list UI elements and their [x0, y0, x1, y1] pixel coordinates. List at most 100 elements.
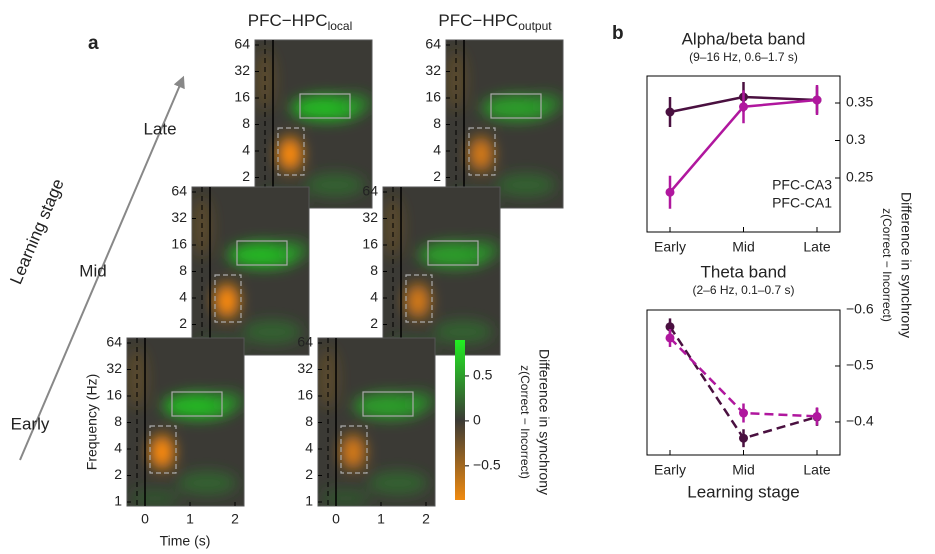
data-point [666, 188, 675, 197]
y-tick-label: −0.6 [846, 301, 874, 317]
x-tick-label: Early [654, 462, 686, 478]
data-point [739, 102, 748, 111]
y-tick-label: 64 [234, 36, 250, 52]
colorbar [455, 340, 465, 500]
x-tick-label: Late [803, 462, 830, 478]
y-tick-label: 32 [106, 360, 122, 376]
title-main: PFC−HPC [438, 11, 518, 30]
y-tick-label: 64 [171, 183, 187, 199]
y-tick-label: 16 [171, 236, 187, 252]
panel-label: b [612, 23, 624, 44]
blob [400, 391, 436, 411]
legend-entry: PFC-CA3 [772, 177, 832, 193]
x-tick-label: Late [803, 239, 830, 255]
y-tick-label: 4 [242, 142, 250, 158]
y-tick-label: 16 [425, 89, 441, 105]
colorbar-sublabel: z(Correct − Incorrect) [518, 365, 532, 479]
y-tick-label: 16 [106, 387, 122, 403]
blob [528, 93, 564, 113]
x-tick-label: 2 [231, 511, 239, 527]
x-tick-label: Mid [732, 462, 755, 478]
panel-label: a [88, 33, 99, 54]
y-tick-label: 32 [234, 62, 250, 78]
x-tick-label: 0 [141, 511, 149, 527]
blob [469, 137, 493, 171]
x-tick-label: 1 [377, 511, 385, 527]
blob [496, 173, 556, 197]
colorbar-tick-label: 0 [473, 412, 481, 428]
chart-title: Theta band [700, 262, 786, 281]
stage-label: Mid [79, 261, 106, 280]
y-tick-label: 4 [114, 440, 122, 456]
blob [278, 137, 302, 171]
x-tick-label: 1 [186, 511, 194, 527]
y-tick-label: 8 [179, 262, 187, 278]
heatmap-title: PFC−HPCoutput [438, 11, 552, 33]
figure: a b PFC−HPClocal PFC−HPCoutput Learning … [0, 0, 935, 554]
y-tick-label: 16 [362, 236, 378, 252]
heatmap: 1248163264 [234, 36, 373, 211]
data-point [666, 333, 675, 342]
page: a b PFC−HPClocal PFC−HPCoutput Learning … [0, 0, 935, 554]
y-tick-label: 2 [305, 466, 313, 482]
y-tick-label: 64 [297, 334, 313, 350]
y-tick-label: 2 [370, 315, 378, 331]
y-tick-label: 8 [114, 413, 122, 429]
y-tick-label: 0.25 [846, 169, 873, 185]
blob [215, 284, 239, 318]
heatmap-title: PFC−HPClocal [248, 11, 353, 33]
y-tick-label: 4 [179, 289, 187, 305]
y-tick-label: 8 [305, 413, 313, 429]
y-tick-label: 1 [114, 493, 122, 509]
blob [274, 240, 310, 260]
y-tick-label: 64 [106, 334, 122, 350]
data-point [813, 96, 822, 105]
data-point [739, 409, 748, 418]
y-tick-label: 2 [433, 168, 441, 184]
y-tick-label: 2 [242, 168, 250, 184]
title-main: PFC−HPC [248, 11, 328, 30]
data-point [813, 412, 822, 421]
colorbar-tick-label: 0.5 [473, 367, 493, 383]
y-tick-label: 32 [362, 209, 378, 225]
blob [368, 471, 428, 495]
x-tick-label: 0 [332, 511, 340, 527]
y-tick-label: −0.4 [846, 413, 874, 429]
y-tick-label: 1 [305, 493, 313, 509]
y-tick-label: −0.5 [846, 357, 874, 373]
legend-entry: PFC-CA1 [772, 195, 832, 211]
y-tick-label: 0.3 [846, 131, 866, 147]
data-point [666, 108, 675, 117]
blob [305, 173, 365, 197]
stage-label: Early [11, 414, 50, 433]
y-tick-label: 8 [370, 262, 378, 278]
y-tick-label: 4 [305, 440, 313, 456]
y-tick-label: 64 [425, 36, 441, 52]
x-tick-label: 2 [422, 511, 430, 527]
title-sub: local [328, 19, 353, 33]
x-tick-label: Mid [732, 239, 755, 255]
y-axis-sublabel: z(Correct − Incorrect) [880, 208, 894, 322]
blob [177, 471, 237, 495]
y-tick-label: 32 [297, 360, 313, 376]
chart-subtitle: (9–16 Hz, 0.6–1.7 s) [689, 50, 798, 64]
data-point [739, 434, 748, 443]
x-axis-label: Time (s) [160, 533, 211, 549]
x-tick-label: Early [654, 239, 686, 255]
blob [242, 320, 302, 344]
x-axis-label: Learning stage [687, 482, 799, 501]
y-tick-label: 64 [362, 183, 378, 199]
y-tick-label: 32 [171, 209, 187, 225]
colorbar-label: Difference in synchrony [536, 349, 552, 495]
colorbar-tick-label: −0.5 [473, 457, 501, 473]
blob [341, 435, 365, 469]
chart-title: Alpha/beta band [682, 29, 806, 48]
y-tick-label: 4 [433, 142, 441, 158]
y-tick-label: 16 [234, 89, 250, 105]
y-tick-label: 2 [179, 315, 187, 331]
y-tick-label: 8 [433, 115, 441, 131]
